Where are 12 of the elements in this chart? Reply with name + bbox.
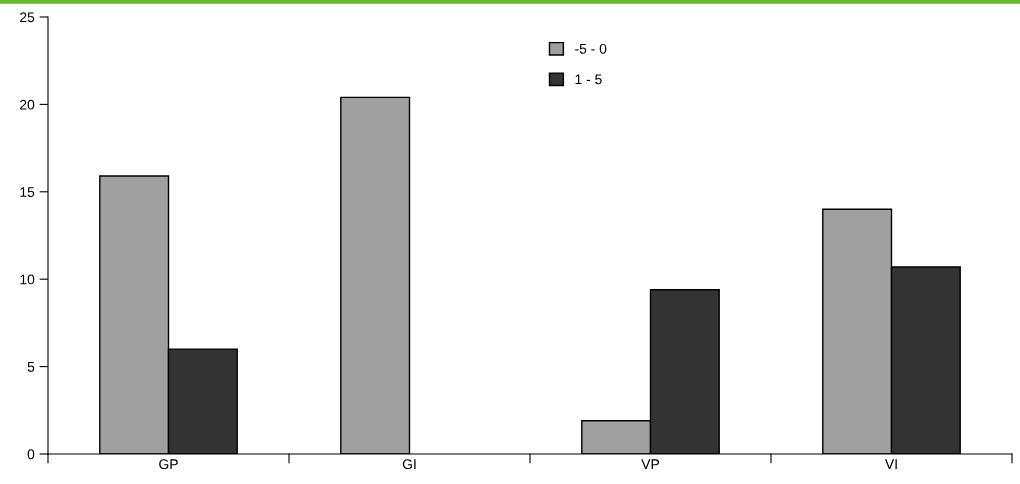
- x-tick-label: VI: [885, 459, 897, 469]
- y-tick-label: 0: [27, 449, 35, 460]
- x-tick-label: GP: [159, 459, 178, 470]
- y-tick-label: 10: [20, 274, 35, 285]
- y-tick-label: 15: [20, 187, 35, 197]
- y-tick-label: 5: [27, 362, 35, 372]
- legend-label: 1 - 5: [575, 74, 602, 85]
- x-tick-label: VP: [641, 459, 660, 469]
- y-tick-label: 20: [20, 99, 35, 110]
- legend-label: -5 - 0: [575, 43, 607, 54]
- y-tick-label: 25: [20, 12, 35, 23]
- x-tick-label: GI: [402, 459, 416, 470]
